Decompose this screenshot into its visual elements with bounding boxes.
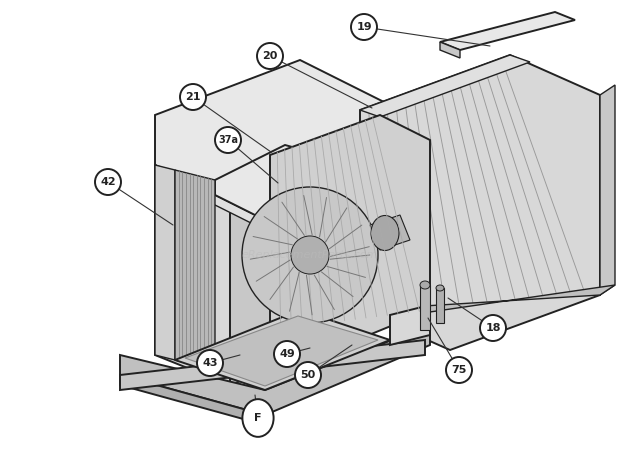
Circle shape [95,169,121,195]
Text: 49: 49 [279,349,295,359]
Circle shape [274,341,300,367]
Ellipse shape [371,216,399,250]
Polygon shape [175,170,215,370]
Polygon shape [230,175,430,385]
Polygon shape [175,310,390,390]
Circle shape [242,187,378,323]
Text: 21: 21 [185,92,201,102]
Polygon shape [390,305,430,345]
Text: 50: 50 [300,370,316,380]
Text: 37a: 37a [218,135,238,145]
Polygon shape [420,285,430,330]
Polygon shape [155,165,175,360]
Circle shape [351,14,377,40]
Text: 43: 43 [202,358,218,368]
Ellipse shape [420,281,430,289]
Polygon shape [270,115,430,355]
Text: 75: 75 [451,365,467,375]
Polygon shape [440,12,575,50]
Polygon shape [370,215,410,250]
Circle shape [291,236,329,274]
Circle shape [215,127,241,153]
Polygon shape [120,340,425,390]
Circle shape [197,350,223,376]
Text: F: F [254,413,262,423]
Polygon shape [120,375,265,425]
Polygon shape [215,145,430,230]
Text: 20: 20 [262,51,278,61]
Polygon shape [120,325,430,415]
Text: eReplacementParts.com: eReplacementParts.com [242,250,378,260]
Polygon shape [155,165,285,240]
Polygon shape [440,42,460,58]
Polygon shape [155,165,230,385]
Text: 18: 18 [485,323,501,333]
Polygon shape [185,316,378,386]
Circle shape [480,315,506,341]
Polygon shape [436,288,444,323]
Text: 19: 19 [356,22,372,32]
Polygon shape [155,60,430,230]
Ellipse shape [436,285,444,291]
Circle shape [446,357,472,383]
Circle shape [180,84,206,110]
Polygon shape [360,285,615,320]
Polygon shape [600,85,615,295]
Ellipse shape [242,399,273,437]
Polygon shape [360,55,530,117]
Circle shape [257,43,283,69]
Text: 42: 42 [100,177,116,187]
Polygon shape [285,175,430,240]
Polygon shape [360,55,600,350]
Circle shape [295,362,321,388]
